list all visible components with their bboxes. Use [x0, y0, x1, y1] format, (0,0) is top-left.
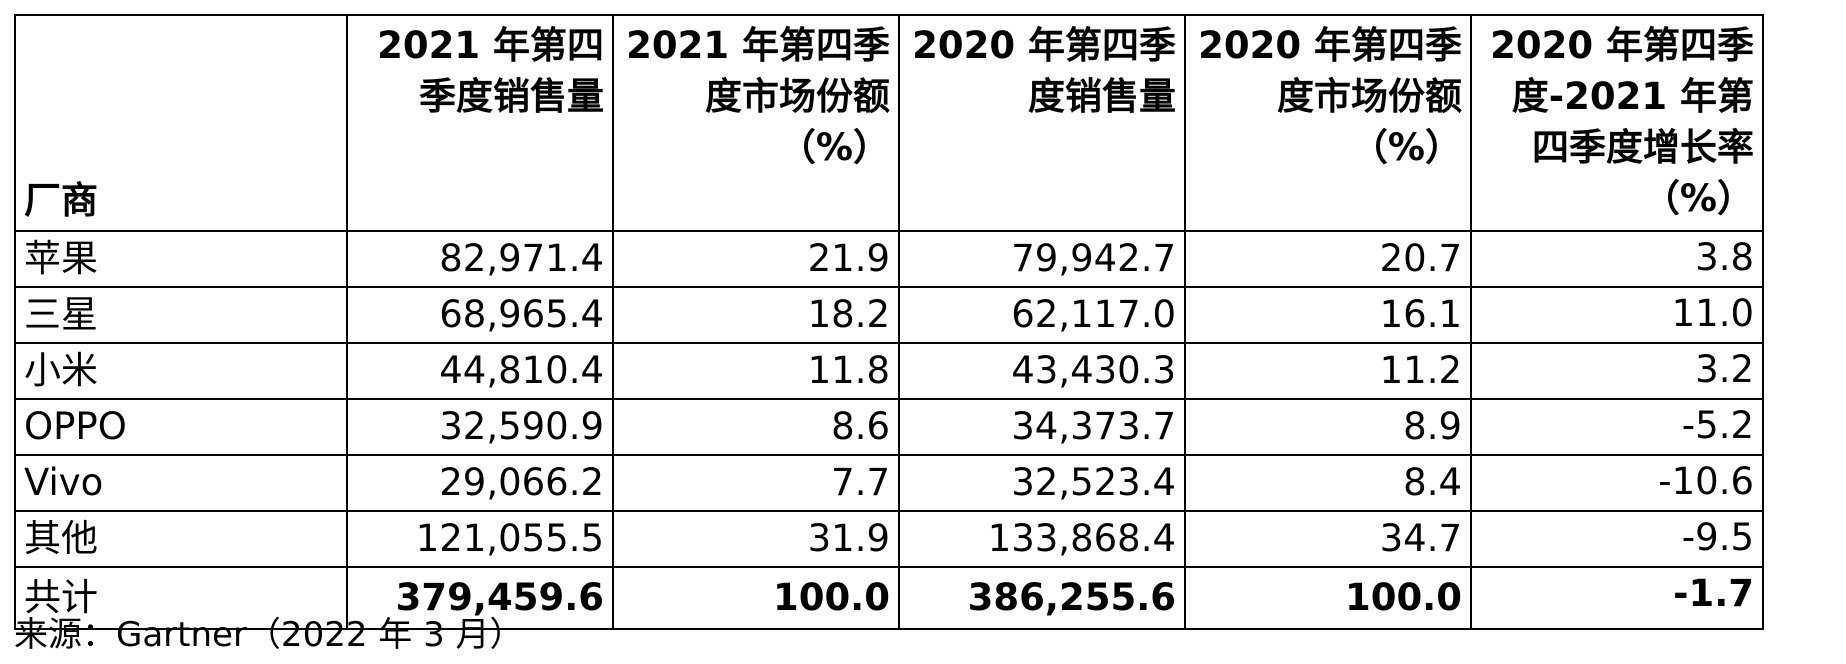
sales-2020-cell: 62,117.0: [898, 286, 1186, 344]
share-2020-cell: 34.7: [1184, 510, 1472, 568]
vendor-cell: 苹果: [14, 230, 348, 288]
growth-cell: 11.0: [1470, 286, 1764, 344]
growth-cell: 3.8: [1470, 230, 1764, 288]
column-header-vendor: 厂商: [14, 14, 348, 232]
share-2021-cell: 18.2: [612, 286, 900, 344]
vendor-cell: 其他: [14, 510, 348, 568]
sales-2021-cell: 82,971.4: [346, 230, 614, 288]
vendor-cell: 三星: [14, 286, 348, 344]
vendor-cell: 共计: [14, 566, 348, 630]
growth-cell: -1.7: [1470, 566, 1764, 630]
share-2020-cell: 8.4: [1184, 454, 1472, 512]
growth-cell: -10.6: [1470, 454, 1764, 512]
sales-2020-cell: 32,523.4: [898, 454, 1186, 512]
share-2020-cell: 100.0: [1184, 566, 1472, 630]
growth-cell: 3.2: [1470, 342, 1764, 400]
sales-2021-cell: 379,459.6: [346, 566, 614, 630]
sales-2021-cell: 29,066.2: [346, 454, 614, 512]
sales-2020-cell: 34,373.7: [898, 398, 1186, 456]
share-2021-cell: 31.9: [612, 510, 900, 568]
share-2020-cell: 11.2: [1184, 342, 1472, 400]
share-2021-cell: 21.9: [612, 230, 900, 288]
table-row: OPPO 32,590.9 8.6 34,373.7 8.9 -5.2: [14, 398, 1764, 456]
total-row: 共计 379,459.6 100.0 386,255.6 100.0 -1.7: [14, 566, 1764, 630]
share-2020-cell: 20.7: [1184, 230, 1472, 288]
sales-2020-cell: 133,868.4: [898, 510, 1186, 568]
table-row: 苹果 82,971.4 21.9 79,942.7 20.7 3.8: [14, 230, 1764, 288]
growth-cell: -5.2: [1470, 398, 1764, 456]
table-row: 其他 121,055.5 31.9 133,868.4 34.7 -9.5: [14, 510, 1764, 568]
sales-2020-cell: 386,255.6: [898, 566, 1186, 630]
share-2021-cell: 100.0: [612, 566, 900, 630]
column-header-2020-q4-share: 2020 年第四季度市场份额（%）: [1184, 14, 1472, 232]
growth-cell: -9.5: [1470, 510, 1764, 568]
sales-2021-cell: 68,965.4: [346, 286, 614, 344]
vendor-cell: OPPO: [14, 398, 348, 456]
share-2020-cell: 8.9: [1184, 398, 1472, 456]
source-note: 来源：Gartner（2022 年 3 月）: [14, 615, 524, 655]
sales-2020-cell: 43,430.3: [898, 342, 1186, 400]
share-2021-cell: 11.8: [612, 342, 900, 400]
sales-2020-cell: 79,942.7: [898, 230, 1186, 288]
share-2021-cell: 8.6: [612, 398, 900, 456]
vendor-cell: 小米: [14, 342, 348, 400]
sales-2021-cell: 44,810.4: [346, 342, 614, 400]
column-header-growth: 2020 年第四季度-2021 年第四季度增长率（%）: [1470, 14, 1764, 232]
table-row: 小米 44,810.4 11.8 43,430.3 11.2 3.2: [14, 342, 1764, 400]
sales-2021-cell: 121,055.5: [346, 510, 614, 568]
table-row: 三星 68,965.4 18.2 62,117.0 16.1 11.0: [14, 286, 1764, 344]
header-row: 厂商 2021 年第四季度销售量 2021 年第四季度市场份额（%） 2020 …: [14, 14, 1764, 232]
column-header-2021-q4-sales: 2021 年第四季度销售量: [346, 14, 614, 232]
column-header-2021-q4-share: 2021 年第四季度市场份额（%）: [612, 14, 900, 232]
sales-table: 厂商 2021 年第四季度销售量 2021 年第四季度市场份额（%） 2020 …: [14, 14, 1764, 630]
sales-2021-cell: 32,590.9: [346, 398, 614, 456]
share-2021-cell: 7.7: [612, 454, 900, 512]
table-row: Vivo 29,066.2 7.7 32,523.4 8.4 -10.6: [14, 454, 1764, 512]
share-2020-cell: 16.1: [1184, 286, 1472, 344]
column-header-2020-q4-sales: 2020 年第四季度销售量: [898, 14, 1186, 232]
vendor-cell: Vivo: [14, 454, 348, 512]
